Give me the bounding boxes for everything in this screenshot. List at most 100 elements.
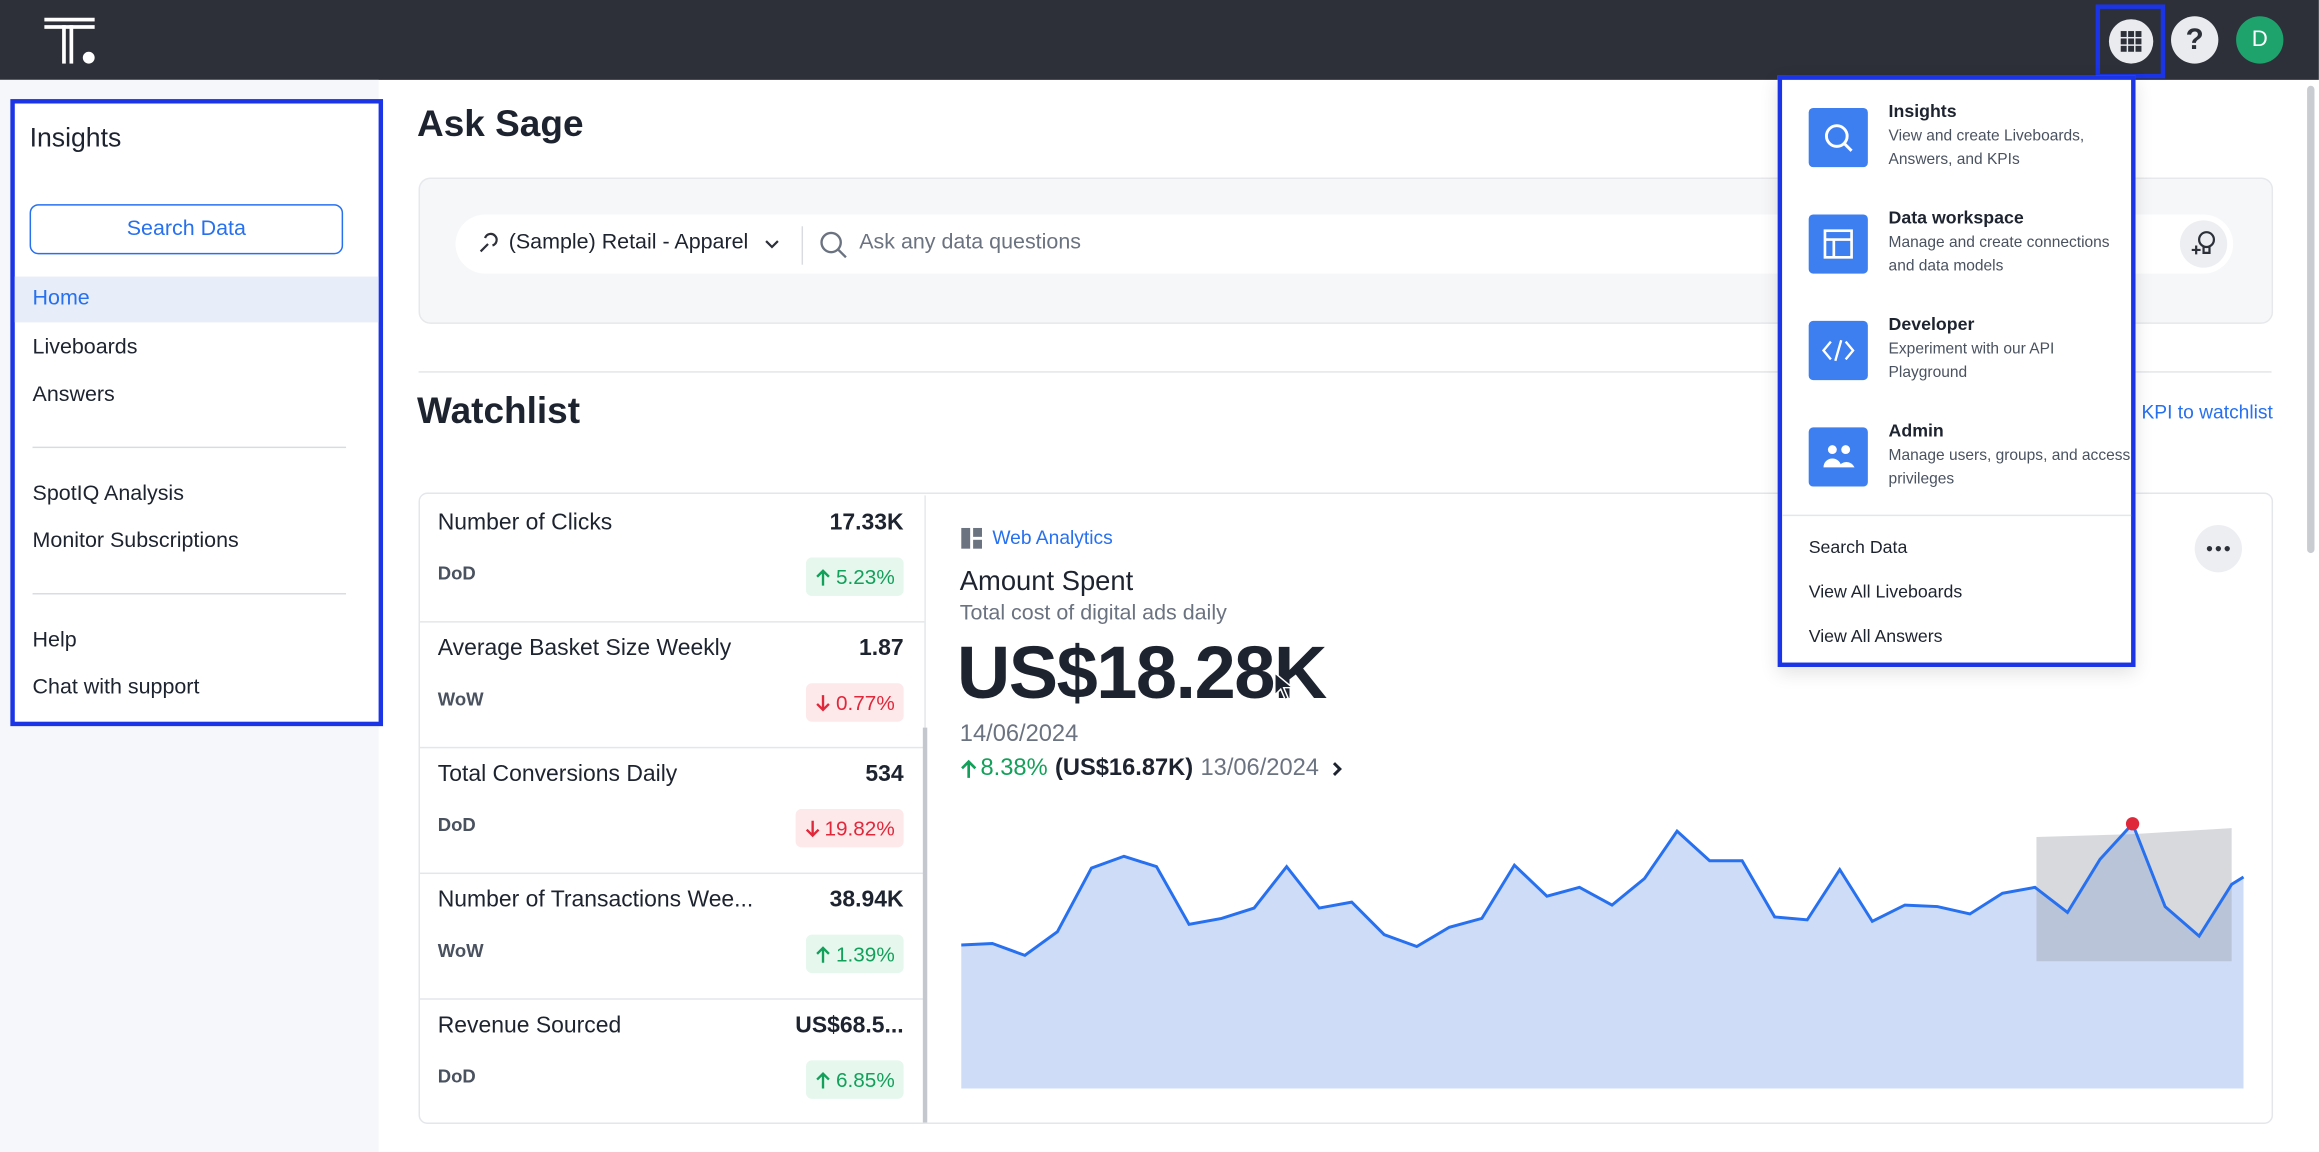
up-arrow — [816, 945, 831, 963]
sidebar-title: Insights — [29, 122, 122, 153]
kpi-row[interactable]: Total Conversions Daily 534 DoD 19.82% — [420, 747, 925, 875]
kpi-subtitle: Total cost of digital ads daily — [959, 601, 1227, 626]
kpi-value: 38.94K — [829, 887, 904, 913]
kpi-change-value: 6.85% — [836, 1067, 895, 1092]
kpi-name: Average Basket Size Weekly — [437, 635, 732, 662]
kpi-change: 6.85% — [806, 1060, 904, 1099]
app-description: Manage and create connections and data m… — [1888, 233, 2110, 276]
nav-item[interactable]: Home — [14, 276, 379, 323]
divider — [801, 226, 804, 265]
kpi-change: 5.23% — [806, 557, 904, 596]
nav-item[interactable]: Answers — [32, 383, 115, 407]
app-icon — [1808, 320, 1868, 381]
kpi-date: 14/06/2024 — [959, 721, 1079, 747]
menu-link[interactable]: View All Liveboards — [1808, 581, 1963, 602]
search-placeholder: Ask any data questions — [859, 230, 1081, 255]
app-glyph — [1823, 229, 1853, 259]
top-bar: ? D — [0, 0, 2319, 80]
more-button[interactable] — [2194, 525, 2243, 573]
nav-item[interactable]: Chat with support — [32, 675, 200, 700]
kpi-previous: (US$16.87K) — [1055, 755, 1194, 781]
app-item[interactable]: Developer Experiment with our API Playgro… — [1808, 314, 2134, 410]
kpi-name: Number of Clicks — [437, 510, 613, 536]
kpi-value: 534 — [865, 761, 904, 787]
app-icon — [1808, 427, 1868, 487]
search-icon — [820, 231, 847, 259]
kpi-title: Amount Spent — [959, 564, 1134, 596]
nav-item[interactable]: SpotIQ Analysis — [32, 481, 184, 506]
kpi-change-value: 0.77% — [836, 690, 895, 715]
menu-link[interactable]: View All Answers — [1808, 625, 1943, 647]
kpi-source[interactable]: Web Analytics — [992, 526, 1113, 549]
dropdown-icon — [765, 240, 779, 249]
logo[interactable] — [41, 15, 100, 68]
app-icon — [1808, 214, 1868, 274]
section-title: Watchlist — [417, 390, 581, 432]
app-description: Manage users, groups, and access privile… — [1888, 446, 2131, 489]
kpi-value: US$68.5... — [795, 1013, 904, 1039]
app-item[interactable]: Admin Manage users, groups, and access pr… — [1808, 420, 2134, 516]
kpi-change-value: 1.39% — [836, 942, 895, 966]
app-title: Data workspace — [1888, 207, 2024, 228]
kpi-period: DoD — [437, 1066, 476, 1087]
trend-chart — [961, 817, 2245, 1089]
kpi-name: Number of Transactions Wee... — [437, 887, 754, 913]
apps-icon — [2108, 19, 2154, 64]
sage-icon — [2191, 231, 2216, 255]
app-glyph — [1824, 124, 1853, 152]
chevron[interactable] — [1326, 759, 1347, 780]
kpi-change: 0.77% — [806, 683, 904, 722]
liveboard-icon — [961, 527, 982, 549]
up-arrow — [961, 759, 977, 778]
trend-line — [961, 821, 2245, 958]
up-arrow — [816, 1071, 831, 1088]
app-title: Admin — [1888, 420, 1944, 441]
search-data-button[interactable]: Search Data — [29, 204, 344, 255]
kpi-list: Number of Clicks 17.33K DoD 5.23% Average Ba… — [420, 495, 926, 1123]
kpi-previous-date: 13/06/2024 — [1200, 755, 1319, 781]
kpi-value: US$18.28K — [956, 631, 1327, 715]
kpi-row[interactable]: Number of Clicks 17.33K DoD 5.23% — [420, 495, 925, 623]
app-title: Developer — [1888, 313, 1975, 335]
kpi-change-value: 19.82% — [824, 816, 895, 841]
source-icon — [479, 232, 498, 253]
kpi-change: 8.38% — [980, 755, 1048, 781]
selection-window — [2036, 828, 2232, 962]
app-description: View and create Liveboards, Answers, and… — [1888, 127, 2085, 169]
kpi-value: 17.33K — [829, 510, 904, 536]
app-item[interactable]: Insights View and create Liveboards, Answ… — [1808, 101, 2134, 197]
up-arrow — [816, 568, 831, 585]
apps-button-highlight[interactable] — [2095, 4, 2166, 79]
kpi-change: 19.82% — [794, 808, 904, 848]
nav-item[interactable]: Liveboards — [32, 334, 138, 359]
kpi-change: 1.39% — [806, 934, 904, 974]
data-source[interactable]: (Sample) Retail - Apparel — [508, 230, 749, 255]
app-item[interactable]: Data workspace Manage and create connecti… — [1808, 207, 2134, 303]
avatar[interactable]: D — [2236, 16, 2284, 64]
kpi-row[interactable]: Average Basket Size Weekly 1.87 WoW 0.77% — [420, 621, 925, 749]
app-glyph — [1823, 445, 1855, 468]
kpi-row[interactable]: Number of Transactions Wee... 38.94K WoW 1.… — [420, 873, 925, 1000]
cursor — [1274, 671, 1295, 701]
kpi-period: DoD — [437, 563, 476, 585]
watchlist-card: Number of Clicks 17.33K DoD 5.23% Average Ba… — [418, 492, 2274, 1124]
kpi-period: WoW — [437, 689, 484, 710]
nav-item[interactable]: Help — [32, 627, 77, 652]
nav-item[interactable]: Monitor Subscriptions — [32, 529, 239, 554]
divider — [418, 371, 2272, 373]
help-button[interactable]: ? — [2171, 16, 2219, 64]
menu-link[interactable]: Search Data — [1808, 536, 1908, 558]
app-description: Experiment with our API Playground — [1888, 340, 2055, 382]
add-kpi-link[interactable]: KPI to watchlist — [2141, 400, 2273, 423]
sage-button[interactable] — [2179, 220, 2228, 268]
page-title: Ask Sage — [417, 103, 584, 145]
app-glyph — [1821, 339, 1855, 362]
sidebar-panel: Insights Search Data Home Liveboards Answe… — [10, 99, 384, 727]
kpi-row[interactable]: Revenue Sourced US$68.5... DoD 6.85% — [420, 998, 924, 1122]
kpi-comparison: 8.38% (US$16.87K) 13/06/2024 — [960, 756, 1347, 783]
kpi-period: DoD — [437, 814, 476, 836]
more-icon — [2206, 546, 2230, 552]
